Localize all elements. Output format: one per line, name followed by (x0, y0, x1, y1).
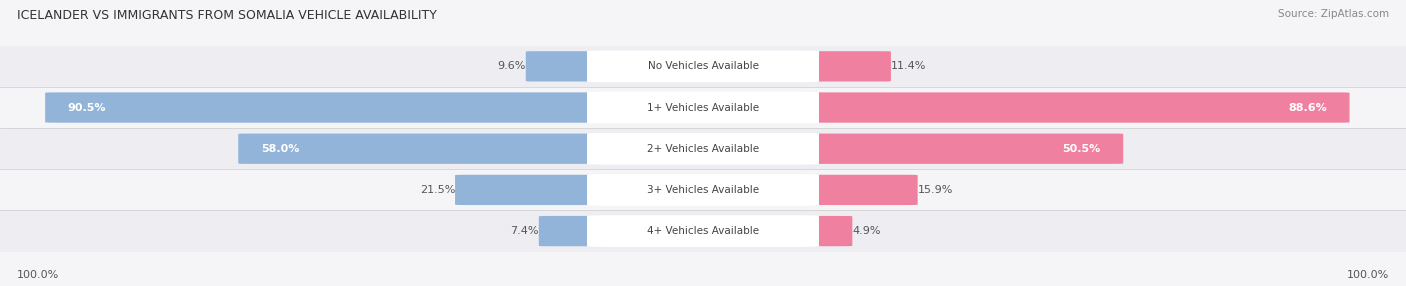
FancyBboxPatch shape (588, 133, 818, 164)
Text: ICELANDER VS IMMIGRANTS FROM SOMALIA VEHICLE AVAILABILITY: ICELANDER VS IMMIGRANTS FROM SOMALIA VEH… (17, 9, 437, 21)
FancyBboxPatch shape (588, 92, 818, 123)
FancyBboxPatch shape (801, 216, 852, 246)
FancyBboxPatch shape (456, 175, 606, 205)
Text: 58.0%: 58.0% (260, 144, 299, 154)
Text: Source: ZipAtlas.com: Source: ZipAtlas.com (1278, 9, 1389, 19)
Text: 1+ Vehicles Available: 1+ Vehicles Available (647, 103, 759, 112)
FancyBboxPatch shape (45, 92, 606, 123)
Text: 11.4%: 11.4% (891, 61, 927, 71)
FancyBboxPatch shape (538, 216, 606, 246)
Text: 88.6%: 88.6% (1288, 103, 1327, 112)
Text: 100.0%: 100.0% (17, 270, 59, 280)
Text: 9.6%: 9.6% (498, 61, 526, 71)
Bar (0, 46, 1406, 87)
FancyBboxPatch shape (801, 51, 891, 82)
Text: 7.4%: 7.4% (510, 226, 538, 236)
Text: 2+ Vehicles Available: 2+ Vehicles Available (647, 144, 759, 154)
Text: 21.5%: 21.5% (420, 185, 456, 195)
Text: No Vehicles Available: No Vehicles Available (648, 61, 758, 71)
Text: 15.9%: 15.9% (918, 185, 953, 195)
Text: 100.0%: 100.0% (1347, 270, 1389, 280)
FancyBboxPatch shape (238, 134, 606, 164)
Text: 4+ Vehicles Available: 4+ Vehicles Available (647, 226, 759, 236)
Bar (0, 128, 1406, 169)
FancyBboxPatch shape (588, 215, 818, 247)
FancyBboxPatch shape (801, 175, 918, 205)
FancyBboxPatch shape (801, 92, 1350, 123)
Text: 4.9%: 4.9% (852, 226, 880, 236)
FancyBboxPatch shape (588, 174, 818, 206)
Bar (0, 169, 1406, 210)
Text: 50.5%: 50.5% (1063, 144, 1101, 154)
Bar (0, 87, 1406, 128)
Text: 3+ Vehicles Available: 3+ Vehicles Available (647, 185, 759, 195)
FancyBboxPatch shape (588, 51, 818, 82)
Text: 90.5%: 90.5% (67, 103, 107, 112)
Bar (0, 210, 1406, 252)
FancyBboxPatch shape (801, 134, 1123, 164)
FancyBboxPatch shape (526, 51, 606, 82)
